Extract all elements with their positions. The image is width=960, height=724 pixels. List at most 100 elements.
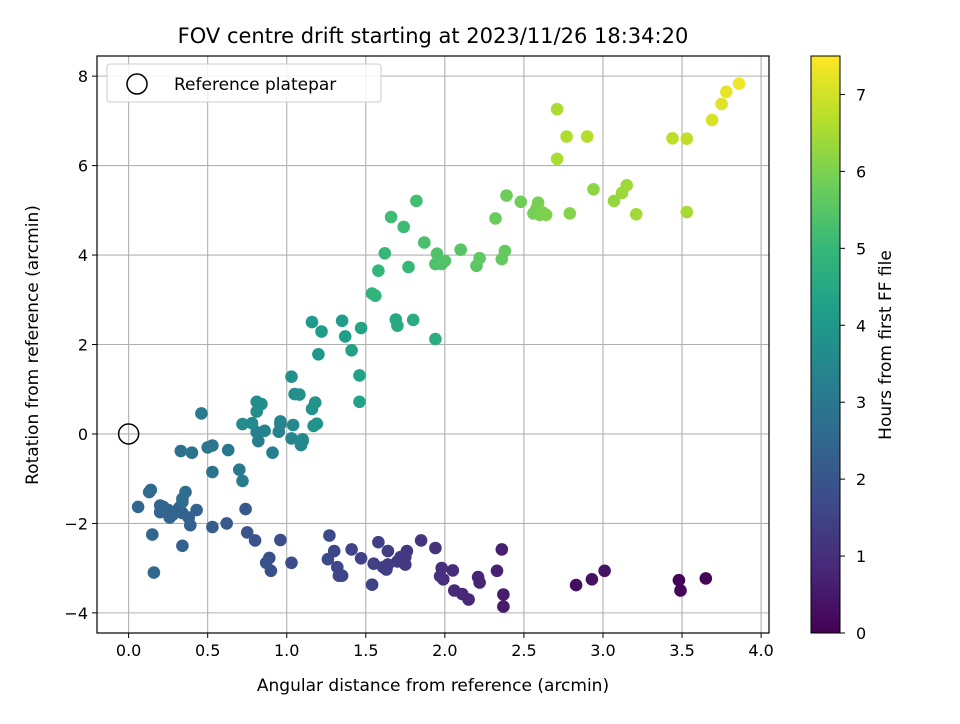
data-point xyxy=(607,194,621,208)
data-point xyxy=(666,132,679,145)
data-point xyxy=(674,584,687,597)
data-point xyxy=(629,208,643,221)
y-tick-label: 6 xyxy=(78,157,88,176)
data-point xyxy=(699,572,713,585)
data-point xyxy=(338,330,352,343)
data-point xyxy=(240,526,254,539)
y-tick-label: 0 xyxy=(78,425,88,444)
data-point xyxy=(495,543,509,556)
data-point xyxy=(245,416,259,430)
colorbar-tick-label: 2 xyxy=(856,470,866,489)
data-point xyxy=(345,344,358,357)
data-point xyxy=(310,417,324,431)
data-point xyxy=(255,397,268,411)
legend-box xyxy=(106,63,382,103)
colorbar-ticks: 0 1 2 3 4 5 6 7 xyxy=(840,85,866,643)
data-point xyxy=(680,205,694,219)
data-point xyxy=(391,319,404,333)
data-point xyxy=(369,289,382,303)
data-point xyxy=(720,85,733,99)
data-point xyxy=(587,183,600,196)
data-point xyxy=(285,556,298,570)
data-point xyxy=(293,388,306,401)
data-point xyxy=(206,520,219,534)
colorbar-tick-label: 7 xyxy=(856,85,866,104)
data-point xyxy=(473,251,486,265)
x-tick-label: 3.0 xyxy=(590,641,615,660)
data-point xyxy=(454,243,468,256)
data-point xyxy=(308,396,322,409)
data-point xyxy=(560,130,573,143)
x-axis-label: Angular distance from reference (arcmin) xyxy=(257,676,609,696)
data-point xyxy=(286,418,300,432)
data-point xyxy=(266,446,279,460)
data-point xyxy=(531,196,545,209)
data-point xyxy=(672,573,686,587)
data-point xyxy=(321,552,335,566)
colorbar-tick-label: 5 xyxy=(856,239,866,258)
data-point xyxy=(206,439,219,452)
data-point xyxy=(569,578,583,592)
data-point xyxy=(381,544,395,558)
data-point xyxy=(331,560,344,574)
data-point xyxy=(372,535,385,549)
data-point xyxy=(353,369,366,382)
reference-platepar-marker xyxy=(117,423,140,445)
data-point xyxy=(335,314,349,328)
y-tick-label: −4 xyxy=(64,604,88,623)
data-point xyxy=(498,244,512,258)
legend: Reference platepar xyxy=(106,63,382,103)
data-point xyxy=(715,97,728,111)
data-point xyxy=(429,541,442,555)
data-point xyxy=(146,528,159,541)
x-tick-label: 4.0 xyxy=(748,641,773,660)
data-point xyxy=(402,260,415,274)
x-tick-label: 1.5 xyxy=(353,641,378,660)
data-point xyxy=(471,570,485,584)
colorbar-tick-label: 3 xyxy=(856,393,866,412)
colorbar-tick-label: 4 xyxy=(856,316,866,335)
data-point xyxy=(438,254,452,268)
data-point xyxy=(539,208,553,222)
data-point xyxy=(446,564,460,577)
y-tick-label: 8 xyxy=(78,67,88,86)
colorbar: 0 1 2 3 4 5 6 7 Hours from first FF file xyxy=(810,55,896,643)
data-point xyxy=(490,564,504,578)
data-point xyxy=(233,463,246,477)
legend-label: Reference platepar xyxy=(174,75,336,95)
data-point xyxy=(514,195,528,209)
data-point xyxy=(206,465,219,479)
data-point xyxy=(176,495,189,509)
reference-point xyxy=(117,423,140,445)
data-point xyxy=(258,424,271,438)
data-point xyxy=(429,332,442,346)
data-point xyxy=(147,566,161,579)
data-point xyxy=(384,210,398,224)
data-point xyxy=(259,556,273,570)
x-tick-label: 2.5 xyxy=(511,641,536,660)
data-point xyxy=(345,543,358,556)
data-point xyxy=(220,517,233,530)
colorbar-label: Hours from first FF file xyxy=(876,250,896,440)
data-point xyxy=(354,552,368,565)
y-tick-label: 2 xyxy=(78,336,88,355)
data-point xyxy=(274,415,287,428)
data-point xyxy=(221,443,235,457)
data-point xyxy=(414,534,428,547)
data-point xyxy=(418,236,431,249)
data-point xyxy=(500,189,513,202)
data-point xyxy=(315,325,328,338)
data-point xyxy=(274,533,287,547)
data-point xyxy=(448,584,461,597)
y-axis-label: Rotation from reference (arcmin) xyxy=(23,205,43,485)
data-point xyxy=(550,152,564,166)
data-point xyxy=(248,534,262,547)
data-point xyxy=(153,499,167,512)
data-point xyxy=(236,417,249,431)
colorbar-tick-label: 0 xyxy=(856,624,866,643)
legend-marker-open-circle xyxy=(126,73,148,95)
data-point xyxy=(497,588,510,601)
data-point xyxy=(185,446,199,460)
data-point xyxy=(489,212,502,225)
chart-title: FOV centre drift starting at 2023/11/26 … xyxy=(178,24,689,48)
